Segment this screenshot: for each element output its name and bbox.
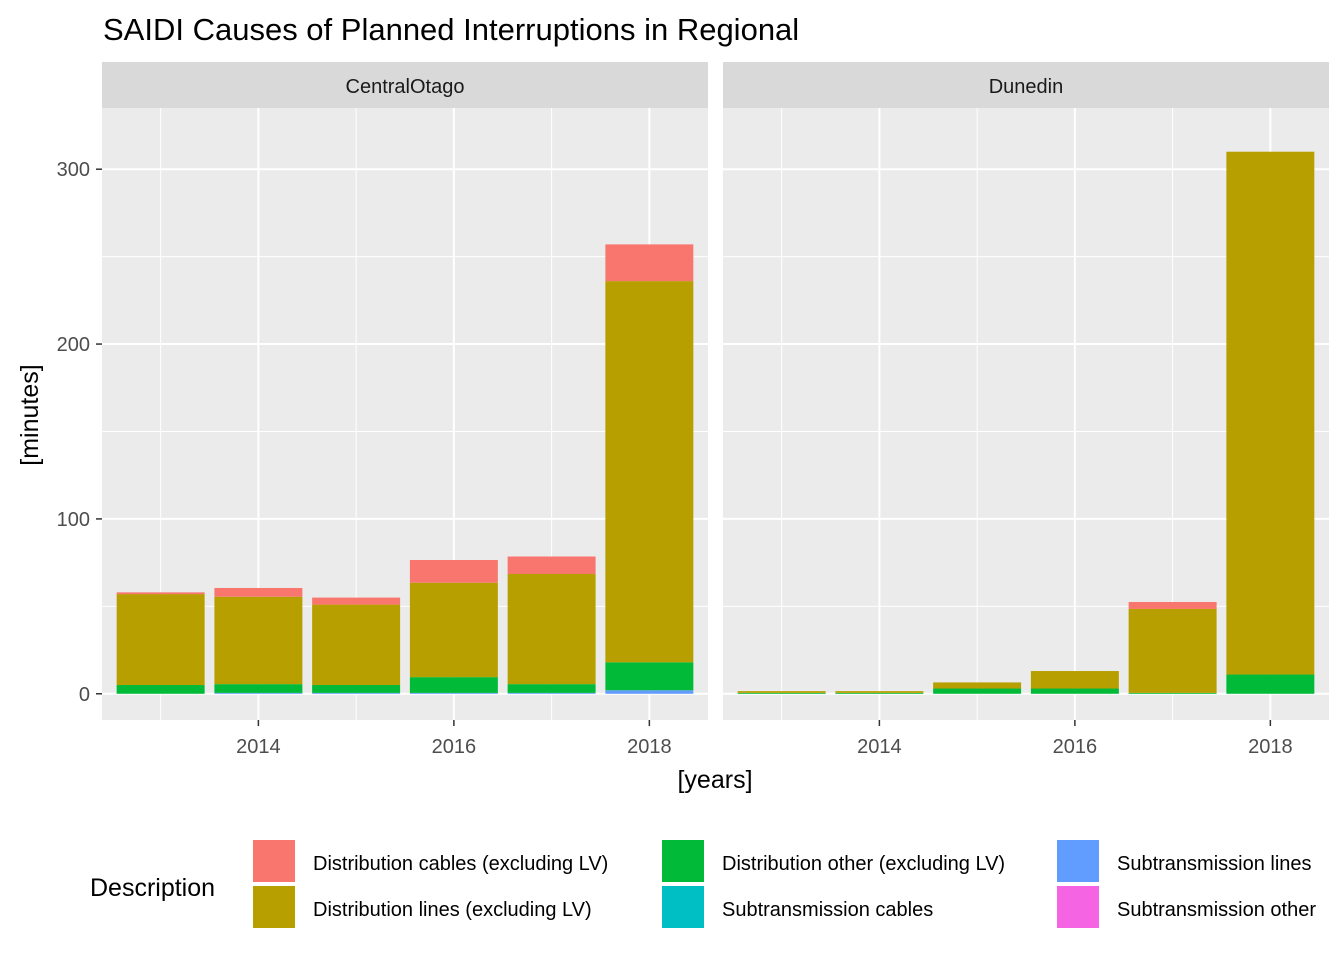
y-tick-label: 200 [57, 334, 90, 356]
strip-background [102, 62, 708, 108]
panel-bars [116, 244, 694, 694]
legend-key-subtransmission-other [1057, 886, 1099, 928]
bar-distribution-other-excluding-lv-2015 [933, 688, 1022, 694]
bar-distribution-cables-excluding-lv-2013 [116, 592, 205, 595]
x-tick-label: 2014 [857, 736, 902, 758]
y-tick-label: 100 [57, 509, 90, 531]
bar-distribution-cables-excluding-lv-2015 [312, 597, 401, 605]
x-tick-label: 2018 [627, 736, 672, 758]
bar-distribution-cables-excluding-lv-2014 [214, 587, 303, 597]
legend: Description Distribution cables (excludi… [90, 840, 1316, 928]
bar-distribution-cables-excluding-lv-2018 [605, 244, 694, 282]
bar-distribution-lines-excluding-lv-2018 [1226, 151, 1315, 675]
bar-distribution-lines-excluding-lv-2016 [409, 582, 498, 678]
bar-distribution-cables-excluding-lv-2017 [507, 556, 596, 574]
legend-label: Subtransmission other [1117, 899, 1316, 921]
strip-label: CentralOtago [346, 76, 465, 98]
bar-distribution-other-excluding-lv-2013 [116, 685, 205, 694]
bar-distribution-cables-excluding-lv-2016 [409, 560, 498, 583]
bar-distribution-other-excluding-lv-2013 [737, 692, 826, 694]
strip-background [723, 62, 1329, 108]
panel-central-otago: CentralOtago [102, 62, 708, 720]
bar-distribution-lines-excluding-lv-2013 [116, 594, 205, 686]
legend-key-subtransmission-lines [1057, 840, 1099, 882]
bar-distribution-other-excluding-lv-2015 [312, 685, 401, 693]
bar-distribution-other-excluding-lv-2017 [1128, 692, 1217, 694]
panel-bars [737, 151, 1315, 694]
bar-distribution-other-excluding-lv-2018 [1226, 674, 1315, 694]
bar-distribution-other-excluding-lv-2014 [835, 692, 924, 694]
legend-key-distribution-lines-excluding-lv [253, 886, 295, 928]
bar-distribution-lines-excluding-lv-2014 [835, 691, 924, 693]
bar-subtransmission-lines-2015 [312, 692, 401, 694]
panel-dunedin: Dunedin [723, 62, 1329, 720]
bar-distribution-lines-excluding-lv-2015 [933, 682, 1022, 689]
y-tick-label: 300 [57, 159, 90, 181]
bar-distribution-lines-excluding-lv-2014 [214, 596, 303, 685]
x-axis-central-otago: 2014 2016 2018 [236, 720, 672, 758]
bar-subtransmission-lines-2016 [409, 692, 498, 694]
legend-label: Subtransmission cables [722, 899, 933, 921]
legend-key-subtransmission-cables [662, 886, 704, 928]
bar-distribution-other-excluding-lv-2016 [1030, 688, 1119, 694]
strip-label: Dunedin [989, 76, 1064, 98]
bar-distribution-other-excluding-lv-2018 [605, 662, 694, 691]
bar-distribution-lines-excluding-lv-2017 [1128, 608, 1217, 693]
x-tick-label: 2018 [1248, 736, 1293, 758]
legend-key-distribution-other-excluding-lv [662, 840, 704, 882]
y-axis-title: [minutes] [16, 364, 44, 465]
y-tick-label: 0 [79, 684, 90, 706]
legend-key-distribution-cables-excluding-lv [253, 840, 295, 882]
bar-distribution-lines-excluding-lv-2017 [507, 573, 596, 685]
bar-subtransmission-lines-2014 [214, 692, 303, 694]
bar-distribution-lines-excluding-lv-2013 [737, 691, 826, 693]
x-tick-label: 2016 [1053, 736, 1098, 758]
chart-title: SAIDI Causes of Planned Interruptions in… [103, 12, 799, 47]
bar-distribution-other-excluding-lv-2016 [409, 677, 498, 693]
bar-distribution-lines-excluding-lv-2018 [605, 281, 694, 663]
bar-subtransmission-lines-2018 [605, 690, 694, 694]
x-tick-label: 2016 [432, 736, 477, 758]
bar-subtransmission-lines-2017 [507, 692, 596, 694]
legend-label: Distribution lines (excluding LV) [313, 899, 592, 921]
x-tick-label: 2014 [236, 736, 281, 758]
legend-label: Distribution other (excluding LV) [722, 853, 1005, 875]
legend-title: Description [90, 874, 215, 902]
legend-label: Distribution cables (excluding LV) [313, 853, 608, 875]
bar-distribution-other-excluding-lv-2017 [507, 684, 596, 693]
x-axis-title: [years] [677, 766, 752, 794]
x-axis-dunedin: 2014 2016 2018 [857, 720, 1293, 758]
y-axis: 0 100 200 300 [57, 159, 102, 706]
bar-distribution-lines-excluding-lv-2015 [312, 604, 401, 686]
bar-distribution-lines-excluding-lv-2016 [1030, 671, 1119, 689]
legend-label: Subtransmission lines [1117, 853, 1312, 875]
bar-distribution-cables-excluding-lv-2017 [1128, 601, 1217, 609]
bar-distribution-other-excluding-lv-2014 [214, 684, 303, 693]
